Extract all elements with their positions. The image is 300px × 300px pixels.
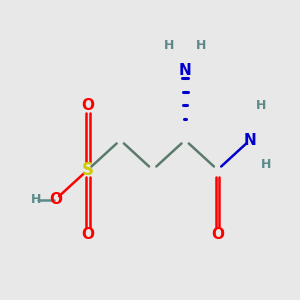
Text: H: H <box>256 99 266 112</box>
Text: H: H <box>31 193 42 206</box>
Text: O: O <box>49 192 62 207</box>
Text: H: H <box>196 40 206 52</box>
Text: O: O <box>81 98 94 113</box>
Text: N: N <box>179 63 191 78</box>
Text: N: N <box>244 133 256 148</box>
Text: H: H <box>164 40 174 52</box>
Text: H: H <box>261 158 272 171</box>
Text: O: O <box>81 227 94 242</box>
Text: S: S <box>82 161 94 179</box>
Text: O: O <box>211 227 224 242</box>
